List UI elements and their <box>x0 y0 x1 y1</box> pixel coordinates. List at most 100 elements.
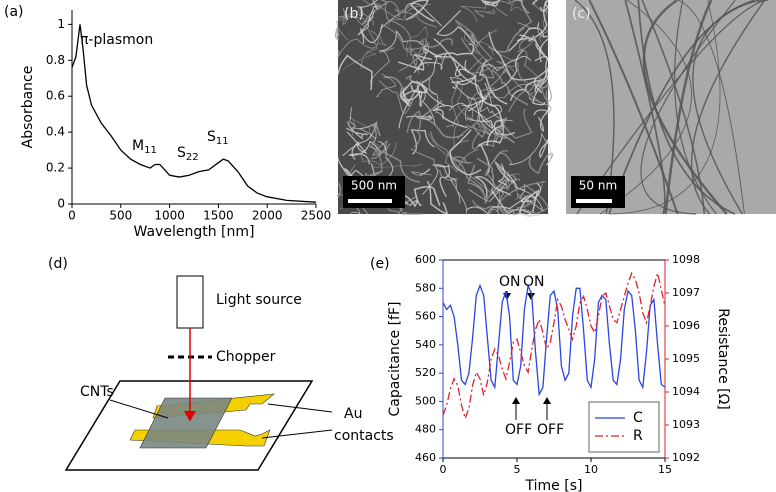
fiber <box>369 123 381 148</box>
fiber <box>346 121 368 140</box>
fiber <box>337 157 356 181</box>
legend-box <box>588 401 660 453</box>
fiber <box>473 176 511 198</box>
fiber <box>479 106 513 121</box>
y2-tick-label: 1097 <box>672 286 700 299</box>
nanotube <box>674 0 717 215</box>
fiber <box>473 8 496 18</box>
fiber <box>454 19 481 44</box>
fiber <box>423 43 443 60</box>
cnts-label: CNTs <box>80 384 114 400</box>
fiber <box>397 194 418 208</box>
fiber <box>481 0 501 7</box>
fiber <box>496 180 546 215</box>
fiber <box>346 131 368 160</box>
data-line <box>442 282 666 397</box>
fiber <box>471 125 502 150</box>
fiber <box>369 47 395 83</box>
light-source-label: Light source <box>216 292 302 308</box>
fiber <box>379 2 443 30</box>
fiber <box>465 197 527 216</box>
fiber <box>460 0 487 22</box>
data-line <box>442 271 666 421</box>
nanotube <box>599 0 692 215</box>
fiber <box>471 29 498 54</box>
y-tick-label: 540 <box>415 338 436 351</box>
legend-label: R <box>633 428 643 444</box>
contacts-label: Au <box>344 406 362 422</box>
annotation-text: ON <box>499 274 521 290</box>
y-tick-label: 600 <box>415 253 436 266</box>
fiber <box>473 99 486 138</box>
pointer <box>109 399 169 419</box>
fiber <box>410 168 432 177</box>
fiber <box>433 38 484 110</box>
y2-tick-label: 1094 <box>672 385 700 398</box>
x-tick-label: 1500 <box>203 209 234 223</box>
annotation-text: π-plasmon <box>80 32 153 48</box>
fiber <box>534 38 551 63</box>
annotation: ON <box>499 274 521 290</box>
annotation: S11 <box>207 129 229 147</box>
fiber <box>499 108 533 139</box>
y2-tick-label: 1095 <box>672 352 700 365</box>
annotation-subscript: 22 <box>186 152 199 163</box>
panel-label: (e) <box>370 256 390 272</box>
fiber <box>533 66 550 94</box>
fiber <box>445 87 495 128</box>
y-axis-label: Absorbance <box>20 66 36 149</box>
fiber <box>426 180 449 216</box>
fiber <box>349 107 377 140</box>
fiber <box>519 34 549 60</box>
fiber <box>449 129 482 176</box>
y-tick-label: 0.4 <box>46 125 65 139</box>
light-source <box>176 275 204 329</box>
annotation: π-plasmon <box>80 32 153 48</box>
x-tick-label: 500 <box>109 209 132 223</box>
fiber <box>359 142 397 167</box>
fiber <box>334 26 340 40</box>
y2-tick-label: 1093 <box>672 418 700 431</box>
x-axis-label: Time [s] <box>525 478 583 492</box>
fiber <box>493 150 517 181</box>
annotation: ON <box>523 274 545 290</box>
y-tick-label: 560 <box>415 310 436 323</box>
annotation-text: OFF <box>505 422 532 438</box>
y-tick-label: 0.2 <box>46 161 65 175</box>
y-tick-label: 0.8 <box>46 53 65 67</box>
panel-label: (b) <box>344 6 364 22</box>
fiber <box>483 84 534 104</box>
fiber <box>357 6 376 36</box>
fiber <box>380 24 428 70</box>
fiber <box>398 83 446 129</box>
annotation: S22 <box>177 145 199 163</box>
fiber <box>456 86 490 134</box>
y-tick-label: 1 <box>57 17 65 31</box>
fiber <box>487 26 525 53</box>
fiber <box>348 117 379 146</box>
x-axis-label: Wavelength [nm] <box>134 224 255 240</box>
data-line <box>71 24 317 203</box>
x-tick-label: 1000 <box>154 209 185 223</box>
fiber <box>356 6 379 47</box>
fiber <box>476 157 495 196</box>
y-tick-label: 500 <box>415 394 436 407</box>
fiber <box>488 31 537 81</box>
fiber <box>428 133 473 164</box>
fiber <box>337 8 356 25</box>
fiber <box>507 193 538 215</box>
y2-axis-label: Resistance [Ω] <box>715 308 731 410</box>
fiber <box>449 178 468 214</box>
annotation-subscript: 11 <box>144 145 157 156</box>
cnt-film <box>139 397 233 449</box>
fiber <box>376 73 396 98</box>
y-tick-label: 520 <box>415 366 436 379</box>
nanotube <box>637 0 736 215</box>
fiber <box>436 10 476 46</box>
fiber <box>456 121 491 140</box>
y2-tick-label: 1098 <box>672 253 700 266</box>
scale-bar <box>348 199 392 203</box>
fiber <box>508 90 549 113</box>
fiber <box>410 147 458 182</box>
